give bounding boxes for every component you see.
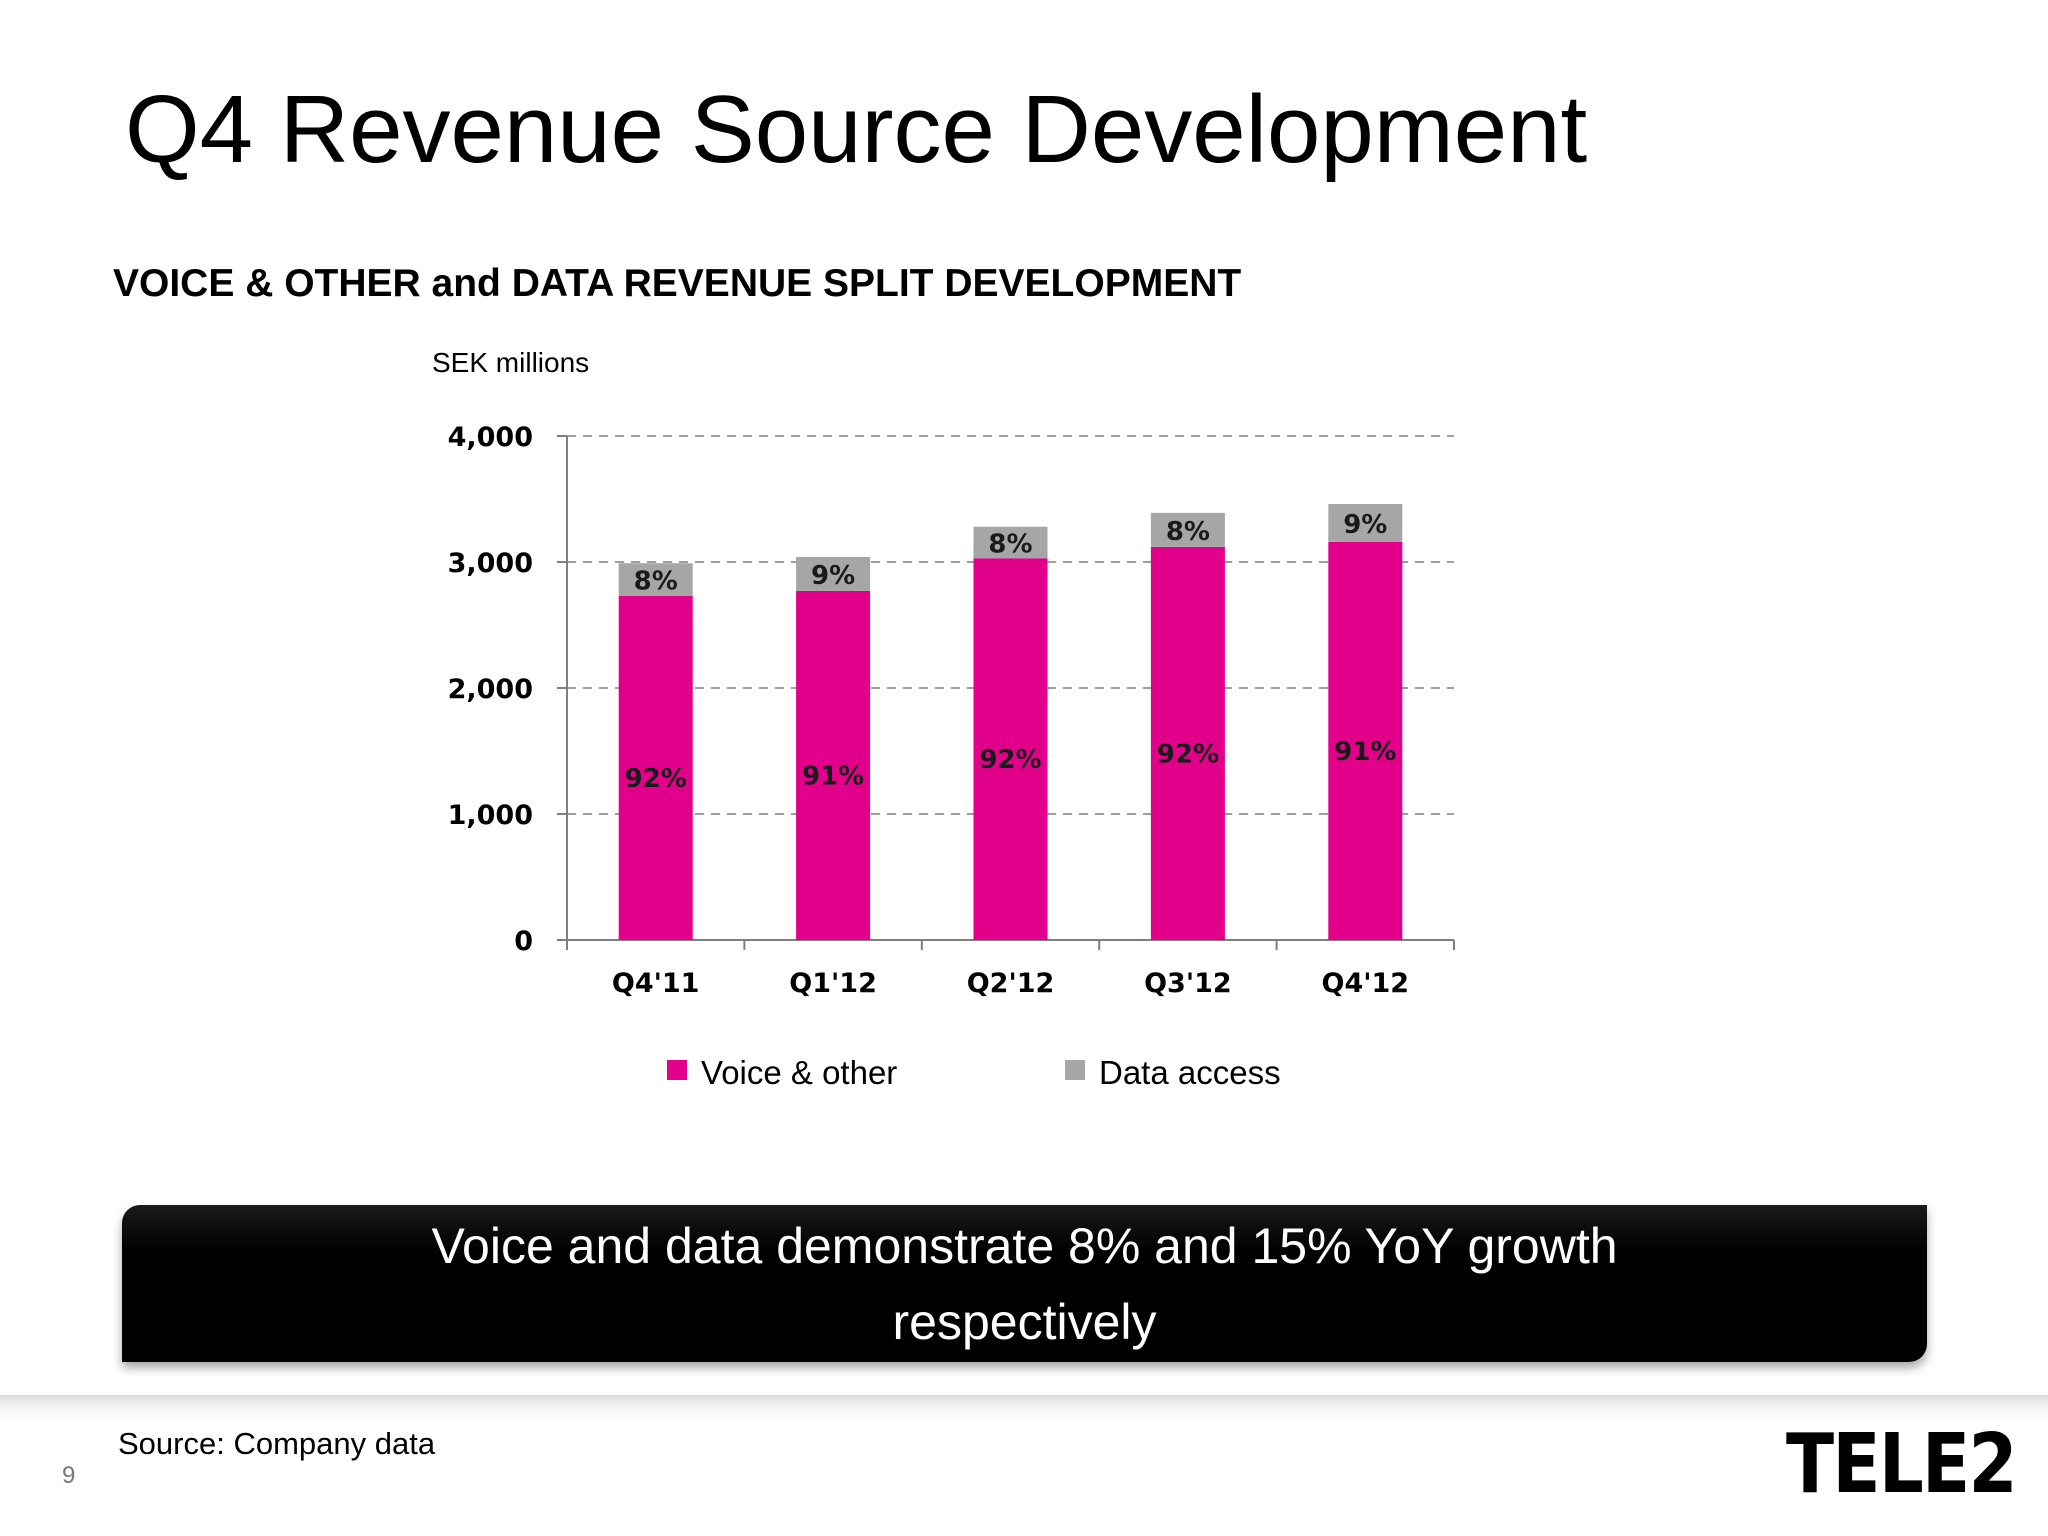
y-tick-label: 1,000 bbox=[448, 800, 533, 831]
bar-data-access bbox=[796, 556, 871, 591]
data-label-voice-other: 92% bbox=[625, 764, 687, 794]
data-label-voice-other: 92% bbox=[979, 745, 1041, 775]
legend-swatch bbox=[1065, 1060, 1085, 1080]
data-label-voice-other: 92% bbox=[1157, 739, 1219, 769]
page-number: 9 bbox=[62, 1462, 76, 1489]
x-tick-label: Q2'12 bbox=[967, 968, 1055, 999]
x-tick-label: Q4'11 bbox=[612, 968, 700, 999]
y-tick-label: 4,000 bbox=[448, 422, 533, 453]
y-tick-label: 0 bbox=[514, 926, 533, 957]
data-label-data-access: 8% bbox=[634, 567, 678, 597]
bar-data-access bbox=[973, 526, 1048, 559]
revenue-split-chart: 0 1,000 2,000 3,000 4,000 92% 8% Q4'11 91% 9% Q1'1… bbox=[448, 422, 1455, 1091]
bar-data-access bbox=[618, 563, 693, 597]
bar-voice-other bbox=[796, 590, 871, 940]
legend-swatch bbox=[667, 1060, 687, 1080]
legend-label: Voice & other bbox=[701, 1054, 897, 1091]
footer-band bbox=[0, 1395, 2048, 1536]
bar-data-access bbox=[1328, 504, 1403, 542]
data-label-data-access: 8% bbox=[988, 529, 1032, 559]
tele2-logo: TELE2 bbox=[1786, 1417, 2018, 1512]
x-tick-label: Q1'12 bbox=[789, 968, 877, 999]
x-tick-label: Q4'12 bbox=[1322, 968, 1410, 999]
legend-label: Data access bbox=[1099, 1054, 1281, 1091]
source-note: Source: Company data bbox=[118, 1426, 436, 1461]
data-label-data-access: 9% bbox=[1343, 510, 1387, 540]
callout-box: Voice and data demonstrate 8% and 15% Yo… bbox=[122, 1205, 1927, 1362]
data-label-voice-other: 91% bbox=[1334, 737, 1396, 767]
x-tick-label: Q3'12 bbox=[1144, 968, 1232, 999]
bar-voice-other bbox=[973, 558, 1048, 940]
y-tick-label: 2,000 bbox=[448, 674, 533, 705]
data-label-data-access: 8% bbox=[1166, 517, 1210, 547]
slide-title: Q4 Revenue Source Development bbox=[125, 76, 1588, 183]
callout-text: Voice and data demonstrate 8% and 15% Yo… bbox=[431, 1217, 1618, 1350]
section-heading: VOICE & OTHER and DATA REVENUE SPLIT DEV… bbox=[113, 262, 1242, 305]
bar-voice-other bbox=[618, 596, 693, 940]
bar-voice-other bbox=[1328, 541, 1403, 940]
data-label-data-access: 9% bbox=[811, 561, 855, 591]
y-axis-unit-label: SEK millions bbox=[432, 347, 590, 378]
bar-voice-other bbox=[1150, 546, 1225, 940]
bar-data-access bbox=[1150, 512, 1225, 547]
data-label-voice-other: 91% bbox=[802, 761, 864, 791]
y-tick-label: 3,000 bbox=[448, 548, 533, 579]
